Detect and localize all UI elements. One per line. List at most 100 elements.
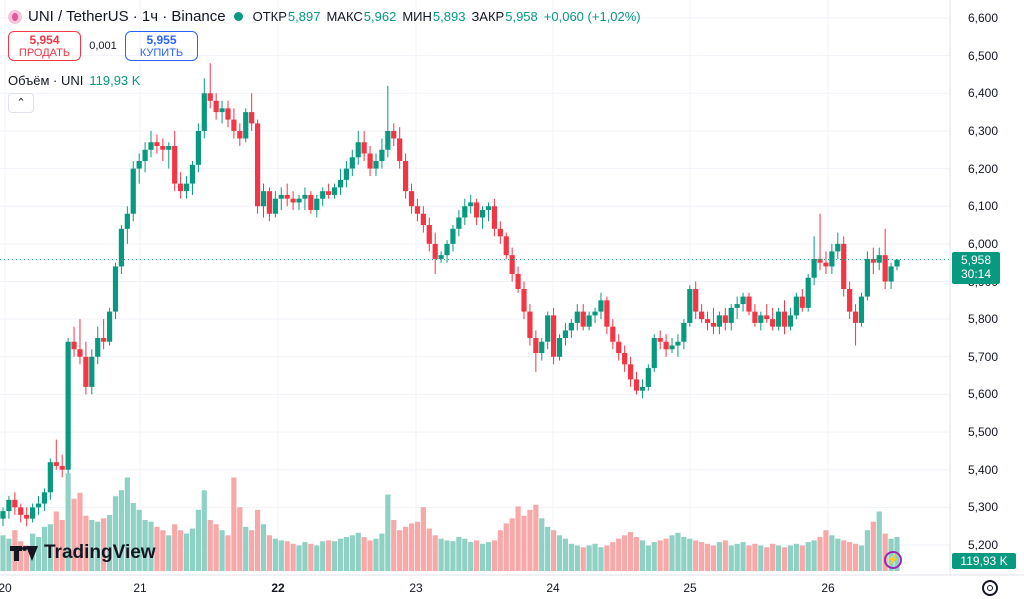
volume-bar <box>71 498 77 571</box>
candle-body <box>124 213 130 229</box>
candle-body <box>746 296 752 312</box>
candle-body <box>663 341 669 350</box>
candle-body <box>136 161 142 169</box>
candle-body <box>485 206 492 210</box>
lightning-icon[interactable]: ⚡ <box>884 551 902 569</box>
volume-bar <box>296 545 302 571</box>
candle-body <box>172 145 178 184</box>
candle-body <box>65 341 71 470</box>
volume-bar <box>645 545 651 571</box>
volume-bar <box>254 509 261 571</box>
volume-tag: 119,93 K <box>952 553 1016 569</box>
candle-body <box>426 225 432 244</box>
candle-body <box>764 315 770 320</box>
volume-bar <box>266 535 273 571</box>
volume-bar <box>556 535 563 571</box>
volume-legend[interactable]: Объём · UNI 119,93 K <box>8 73 140 88</box>
candle-body <box>710 322 717 327</box>
volume-bar <box>355 532 361 571</box>
tradingview-logo-text: TradingView <box>44 542 156 563</box>
low-label: МИН <box>402 9 432 24</box>
volume-bar <box>260 524 267 571</box>
candle-body <box>414 206 421 214</box>
candle-body <box>41 492 48 504</box>
candle-body <box>491 206 498 229</box>
candle-body <box>450 228 456 244</box>
volume-bar <box>438 538 444 571</box>
volume-bar <box>379 533 385 571</box>
volume-bar <box>710 545 717 571</box>
candle-body <box>148 142 154 150</box>
candle-body <box>331 187 338 195</box>
candle-body <box>515 273 521 290</box>
volume-bar <box>527 509 533 571</box>
candle-body <box>367 153 373 169</box>
volume-bar <box>562 538 569 571</box>
candle-body <box>687 289 693 323</box>
candle-body <box>260 191 267 207</box>
price-tick-label: 5,700 <box>967 349 998 364</box>
trade-panel: 5,954 ПРОДАТЬ 0,001 5,955 КУПИТЬ <box>8 31 198 61</box>
candle-body <box>734 304 740 308</box>
volume-bar <box>207 520 213 571</box>
collapse-button[interactable]: ⌃ <box>8 93 34 113</box>
volume-bar <box>775 545 782 571</box>
volume-bar <box>770 543 776 571</box>
candle-body <box>402 161 409 192</box>
volume-bar <box>95 521 101 571</box>
volume-bar <box>651 542 657 571</box>
volume-bar <box>663 538 669 571</box>
volume-bar <box>669 535 675 571</box>
candle-body <box>266 191 273 214</box>
buy-button[interactable]: 5,955 КУПИТЬ <box>125 31 198 61</box>
candle-body <box>888 266 894 282</box>
candle-body <box>639 386 646 391</box>
volume-bar <box>201 490 207 571</box>
high-label: МАКС <box>326 9 363 24</box>
price-tick-label: 6,100 <box>967 199 998 214</box>
volume-bar <box>178 530 184 571</box>
price-tick-label: 5,500 <box>967 425 998 440</box>
market-open-icon <box>233 12 243 21</box>
volume-bar <box>823 530 829 571</box>
candle-body <box>770 319 776 327</box>
volume-bar <box>432 535 438 571</box>
time-tick-label: 26 <box>821 581 835 595</box>
volume-bar <box>53 511 59 571</box>
sell-button[interactable]: 5,954 ПРОДАТЬ <box>8 31 81 61</box>
volume-bar <box>367 540 373 571</box>
volume-bar <box>249 530 255 571</box>
time-tick-label: 21 <box>133 581 147 595</box>
volume-bar <box>83 515 89 571</box>
chevron-up-icon: ⌃ <box>16 97 26 109</box>
candle-body <box>787 315 794 327</box>
volume-bar <box>758 545 764 571</box>
volume-bar <box>41 526 48 571</box>
volume-bar <box>385 494 391 571</box>
candle-body <box>551 315 557 357</box>
volume-bar <box>444 540 450 571</box>
volume-bar <box>693 540 699 571</box>
candle-body <box>539 341 545 354</box>
volume-bar <box>793 543 799 571</box>
candle-body <box>681 322 687 342</box>
candle-body <box>580 311 586 327</box>
volume-bar <box>740 542 746 571</box>
candle-body <box>799 296 805 308</box>
symbol-title[interactable]: UNI / TetherUS · 1ч · Binance <box>28 8 226 25</box>
candle-body <box>858 296 865 323</box>
close-label: ЗАКР <box>471 9 505 24</box>
settings-gear-icon[interactable] <box>982 580 998 596</box>
buy-label: КУПИТЬ <box>139 47 184 59</box>
candle-body <box>533 337 539 354</box>
candle-body <box>503 236 509 256</box>
tradingview-logo[interactable]: TradingView <box>10 542 156 564</box>
price-tick-label: 5,300 <box>967 500 998 515</box>
candle-body <box>497 228 503 237</box>
candle-body <box>693 289 699 312</box>
candle-body <box>758 315 764 323</box>
volume-bar <box>219 530 225 571</box>
sell-price: 5,954 <box>29 33 60 47</box>
volume-bar <box>864 530 870 571</box>
